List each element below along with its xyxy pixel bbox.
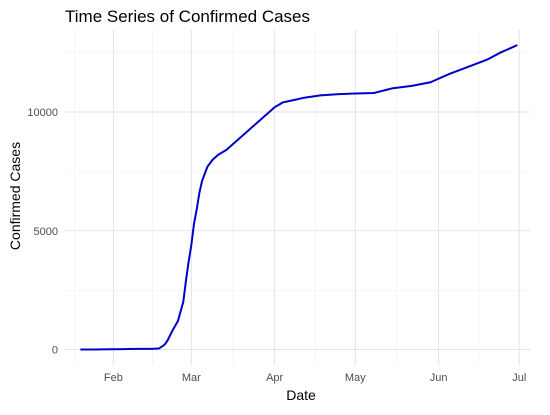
x-tick-label: Feb (104, 372, 123, 384)
x-axis-title: Date (286, 387, 316, 403)
x-tick-label: May (345, 372, 366, 384)
axes: 0 5000 10000 Feb Mar Apr May Jun Jul (27, 107, 526, 384)
series-line (80, 44, 518, 351)
y-axis-title: Confirmed Cases (7, 142, 23, 250)
x-tick-label: Jun (430, 372, 448, 384)
grid-lines (65, 30, 530, 365)
series-layer (80, 44, 518, 351)
y-tick-label: 10000 (27, 107, 58, 119)
y-tick-label: 0 (52, 345, 58, 357)
y-tick-label: 5000 (34, 226, 58, 238)
chart-title: Time Series of Confirmed Cases (65, 7, 311, 26)
x-tick-label: Apr (266, 372, 283, 384)
x-tick-label: Mar (182, 372, 201, 384)
x-tick-label: Jul (512, 372, 526, 384)
